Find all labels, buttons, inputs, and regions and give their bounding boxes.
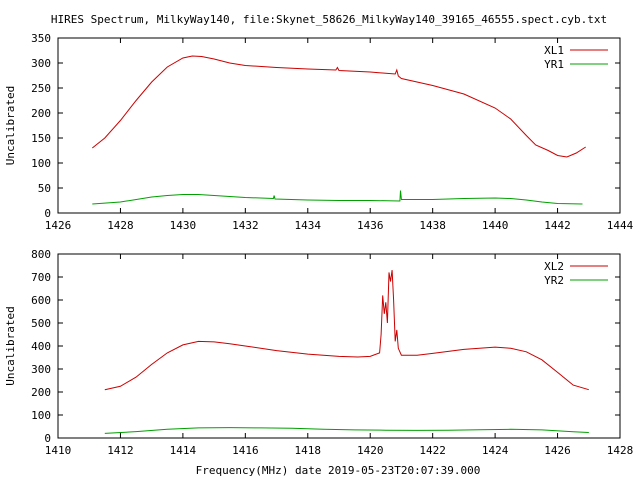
x-tick-label: 1432 <box>232 219 259 232</box>
x-tick-label: 1416 <box>232 444 259 457</box>
y-axis-label: Uncalibrated <box>4 86 17 165</box>
x-tick-label: 1428 <box>607 444 634 457</box>
legend-label-yr2: YR2 <box>544 274 564 287</box>
legend-label-yr1: YR1 <box>544 58 564 71</box>
x-tick-label: 1436 <box>357 219 384 232</box>
frequency-axis-label: Frequency(MHz) date 2019-05-23T20:07:39.… <box>196 464 481 477</box>
upper-spectrum-panel: 0 50 100 150 200 250 300 350 1426 1428 1430 1432 143… <box>4 32 634 232</box>
x-tick-label: 1426 <box>45 219 72 232</box>
y-tick-label: 200 <box>31 107 51 120</box>
x-tick-label: 1412 <box>107 444 134 457</box>
x-tick-label: 1414 <box>170 444 197 457</box>
y-tick-label: 500 <box>31 317 51 330</box>
lower-spectrum-panel: 0 100 200 300 400 500 600 700 800 1410 1412 1414 141… <box>4 248 633 457</box>
y-tick-label: 300 <box>31 57 51 70</box>
y-tick-label: 350 <box>31 32 51 45</box>
plot-frame <box>57 37 621 214</box>
y-tick-label: 150 <box>31 132 51 145</box>
x-tick-label: 1434 <box>295 219 322 232</box>
x-tick-label: 1424 <box>482 444 509 457</box>
figure-title: HIRES Spectrum, MilkyWay140, file:Skynet… <box>51 13 607 26</box>
y-tick-label: 300 <box>31 363 51 376</box>
x-tick-label: 1422 <box>419 444 446 457</box>
series-line-xl1 <box>91 55 586 158</box>
y-tick-label: 0 <box>44 432 51 445</box>
plot-frame <box>57 253 621 439</box>
x-tick-label: 1410 <box>45 444 72 457</box>
x-tick-label: 1440 <box>482 219 509 232</box>
y-tick-label: 200 <box>31 386 51 399</box>
series-line-yr2 <box>104 427 589 434</box>
y-tick-label: 100 <box>31 157 51 170</box>
y-axis-label: Uncalibrated <box>4 306 17 385</box>
series-line-xl2 <box>104 270 589 391</box>
y-tick-label: 0 <box>44 207 51 220</box>
y-tick-label: 400 <box>31 340 51 353</box>
x-tick-label: 1418 <box>295 444 322 457</box>
x-tick-label: 1420 <box>357 444 384 457</box>
legend-label-xl1: XL1 <box>544 44 564 57</box>
x-tick-label: 1430 <box>170 219 197 232</box>
y-tick-label: 100 <box>31 409 51 422</box>
x-tick-label: 1428 <box>107 219 134 232</box>
y-tick-label: 50 <box>38 182 51 195</box>
legend-label-xl2: XL2 <box>544 260 564 273</box>
x-tick-label: 1442 <box>544 219 571 232</box>
y-tick-label: 600 <box>31 294 51 307</box>
y-tick-label: 800 <box>31 248 51 261</box>
y-tick-label: 250 <box>31 82 51 95</box>
series-line-yr1 <box>92 190 583 205</box>
x-tick-label: 1438 <box>419 219 446 232</box>
y-tick-label: 700 <box>31 271 51 284</box>
x-tick-label: 1444 <box>607 219 634 232</box>
x-tick-label: 1426 <box>544 444 571 457</box>
